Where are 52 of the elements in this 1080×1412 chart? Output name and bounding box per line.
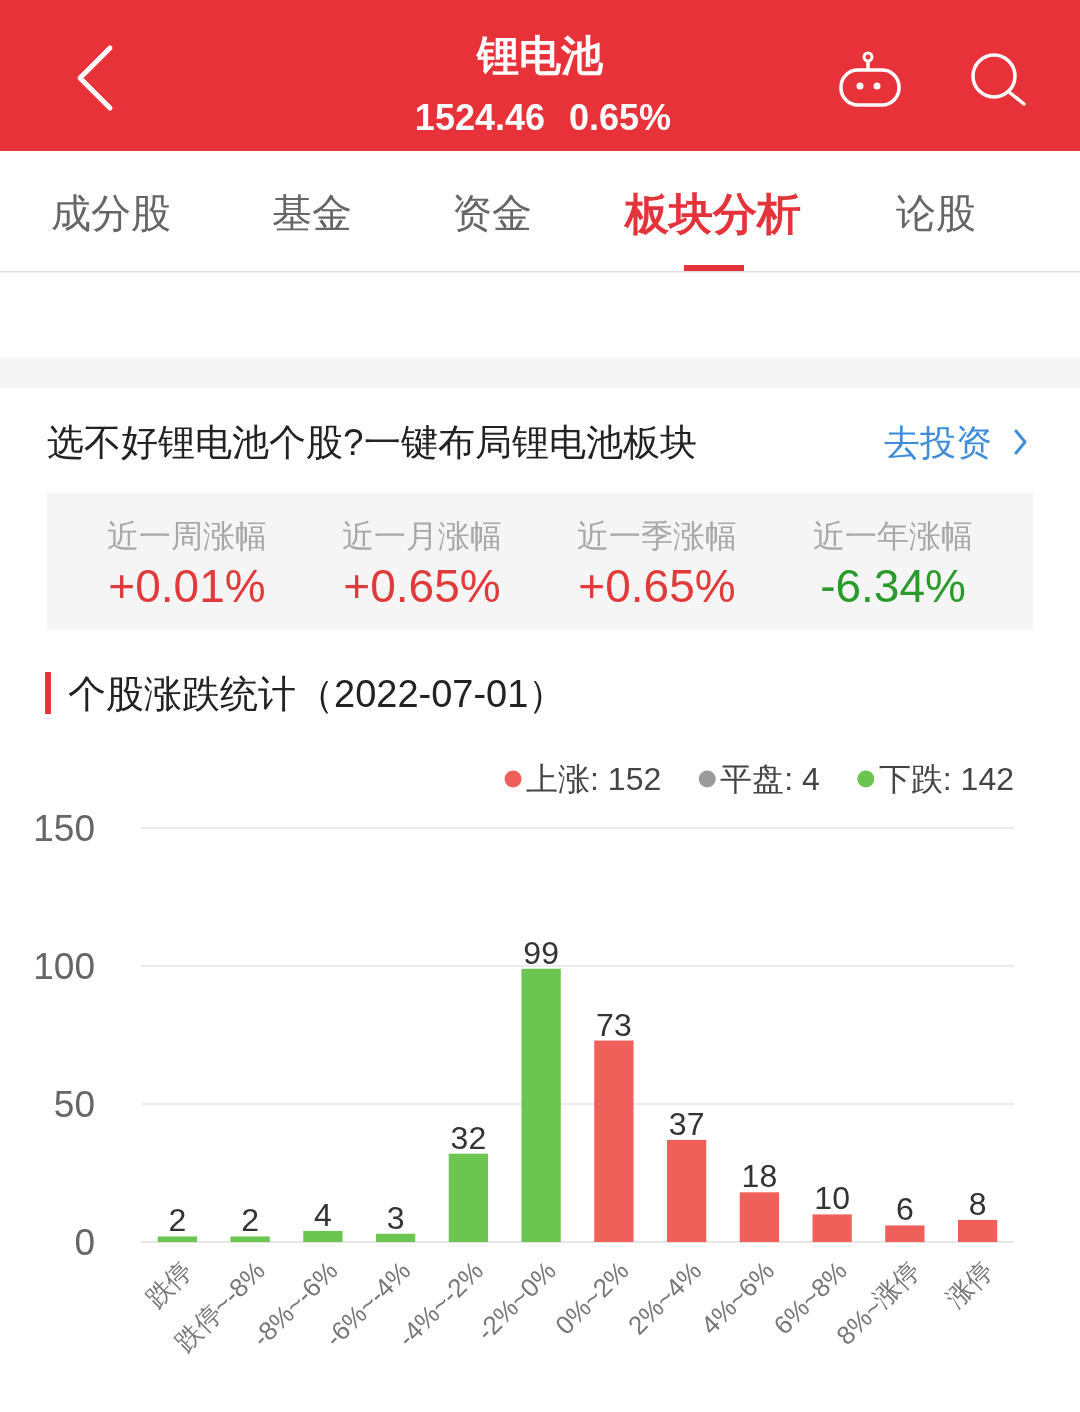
text: 资金 — [452, 191, 532, 235]
bar — [230, 1236, 270, 1242]
y-tick-label: 50 — [53, 1083, 95, 1125]
data-label: 32 — [450, 1119, 487, 1156]
text: 成分股 — [51, 191, 171, 235]
text: 近一月涨幅 — [342, 518, 502, 554]
text: +0.01% — [108, 560, 266, 612]
bar — [448, 1153, 489, 1242]
data-label: 18 — [741, 1158, 778, 1195]
text: 0.65% — [569, 96, 672, 138]
bar — [375, 1233, 416, 1242]
text: 近一年涨幅 — [813, 518, 973, 554]
text: +0.65% — [343, 560, 501, 612]
chart-title: 个股涨跌统计（2022-07-01） — [68, 673, 567, 715]
text: 论股 — [896, 191, 976, 235]
data-label: 8 — [968, 1185, 987, 1222]
bar — [157, 1236, 198, 1242]
bar — [885, 1225, 925, 1242]
y-tick-label: 0 — [74, 1221, 95, 1263]
text: 选不好锂电池个股?一键布局锂电池板块 — [47, 421, 697, 463]
text: 锂电池 — [475, 31, 604, 79]
x-tick-label: 跌停 — [140, 1255, 198, 1314]
y-tick-label: 100 — [33, 945, 95, 987]
data-label: 10 — [814, 1180, 850, 1217]
data-label: 37 — [668, 1105, 705, 1142]
data-label: 4 — [313, 1196, 332, 1233]
bar — [303, 1230, 343, 1242]
data-label: 99 — [523, 934, 559, 971]
legend-label: 下跌: 142 — [878, 761, 1014, 797]
text: -6.34% — [820, 560, 966, 612]
bar — [666, 1139, 707, 1242]
legend-label: 上涨: 152 — [526, 761, 662, 797]
text: 去投资 — [884, 421, 992, 463]
y-tick-label: 150 — [33, 807, 95, 849]
bar — [739, 1192, 780, 1242]
text: 近一季涨幅 — [577, 518, 737, 554]
x-tick-label: 涨停 — [940, 1255, 999, 1314]
bar — [594, 1040, 634, 1242]
data-label: 73 — [596, 1006, 632, 1043]
bar — [812, 1214, 852, 1242]
data-label: 6 — [895, 1191, 914, 1228]
data-label: 2 — [168, 1202, 187, 1239]
bar — [957, 1219, 998, 1242]
text: +0.65% — [578, 560, 736, 612]
text: 近一周涨幅 — [107, 518, 267, 554]
text: 1524.46 — [414, 96, 545, 138]
legend-label: 平盘: 4 — [720, 761, 820, 797]
bar — [521, 968, 561, 1242]
text: 板块分析 — [623, 188, 801, 238]
data-label: 3 — [386, 1199, 405, 1236]
data-label: 2 — [241, 1202, 260, 1239]
text: 基金 — [272, 191, 352, 235]
